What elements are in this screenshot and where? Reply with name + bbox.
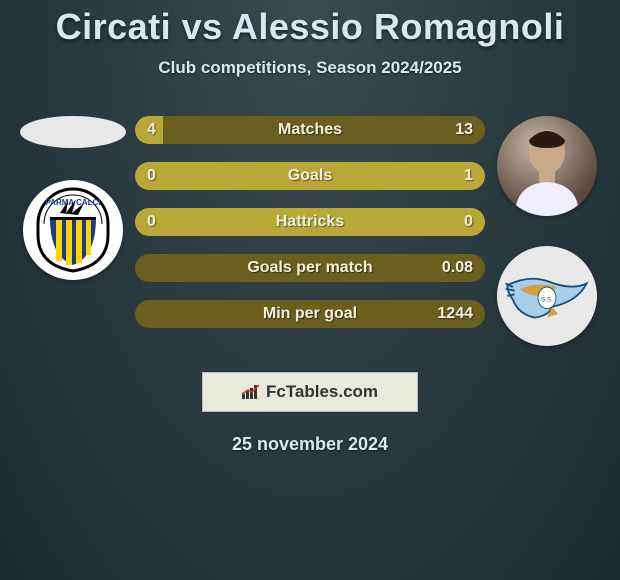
team-left-crest: PARMA CALCI — [23, 180, 123, 280]
stat-row: Goals per match0.08 — [135, 254, 485, 282]
team-right-crest: S.S. — [497, 246, 597, 346]
date-text: 25 november 2024 — [0, 434, 620, 455]
stat-value-right: 0 — [464, 213, 473, 231]
stat-row: 4Matches13 — [135, 116, 485, 144]
page-title: Circati vs Alessio Romagnoli — [0, 0, 620, 48]
stat-row: 0Goals1 — [135, 162, 485, 190]
player-right-avatar — [497, 116, 597, 216]
brand-text: FcTables.com — [266, 382, 378, 402]
stat-value-right: 13 — [455, 121, 473, 139]
stat-value-right: 0.08 — [442, 259, 473, 277]
stat-label: Matches — [135, 121, 485, 139]
stat-label: Hattricks — [135, 213, 485, 231]
player-left-avatar — [20, 116, 126, 148]
parma-crest-icon: PARMA CALCI — [36, 187, 110, 273]
right-side: S.S. — [491, 116, 603, 346]
comparison-main: PARMA CALCI 4Matches130Goals10Hattricks0… — [0, 116, 620, 346]
stat-row: Min per goal1244 — [135, 300, 485, 328]
stat-label: Goals — [135, 167, 485, 185]
left-side: PARMA CALCI — [17, 116, 129, 346]
stat-row: 0Hattricks0 — [135, 208, 485, 236]
stat-value-right: 1244 — [437, 305, 473, 323]
svg-text:S.S.: S.S. — [541, 296, 553, 303]
stat-label: Goals per match — [135, 259, 485, 277]
lazio-crest-icon: S.S. — [502, 269, 592, 323]
stat-value-right: 1 — [464, 167, 473, 185]
stat-bars: 4Matches130Goals10Hattricks0Goals per ma… — [135, 116, 485, 346]
stat-label: Min per goal — [135, 305, 485, 323]
brand-box[interactable]: FcTables.com — [202, 372, 418, 412]
subtitle: Club competitions, Season 2024/2025 — [0, 58, 620, 78]
chart-icon — [242, 385, 260, 399]
